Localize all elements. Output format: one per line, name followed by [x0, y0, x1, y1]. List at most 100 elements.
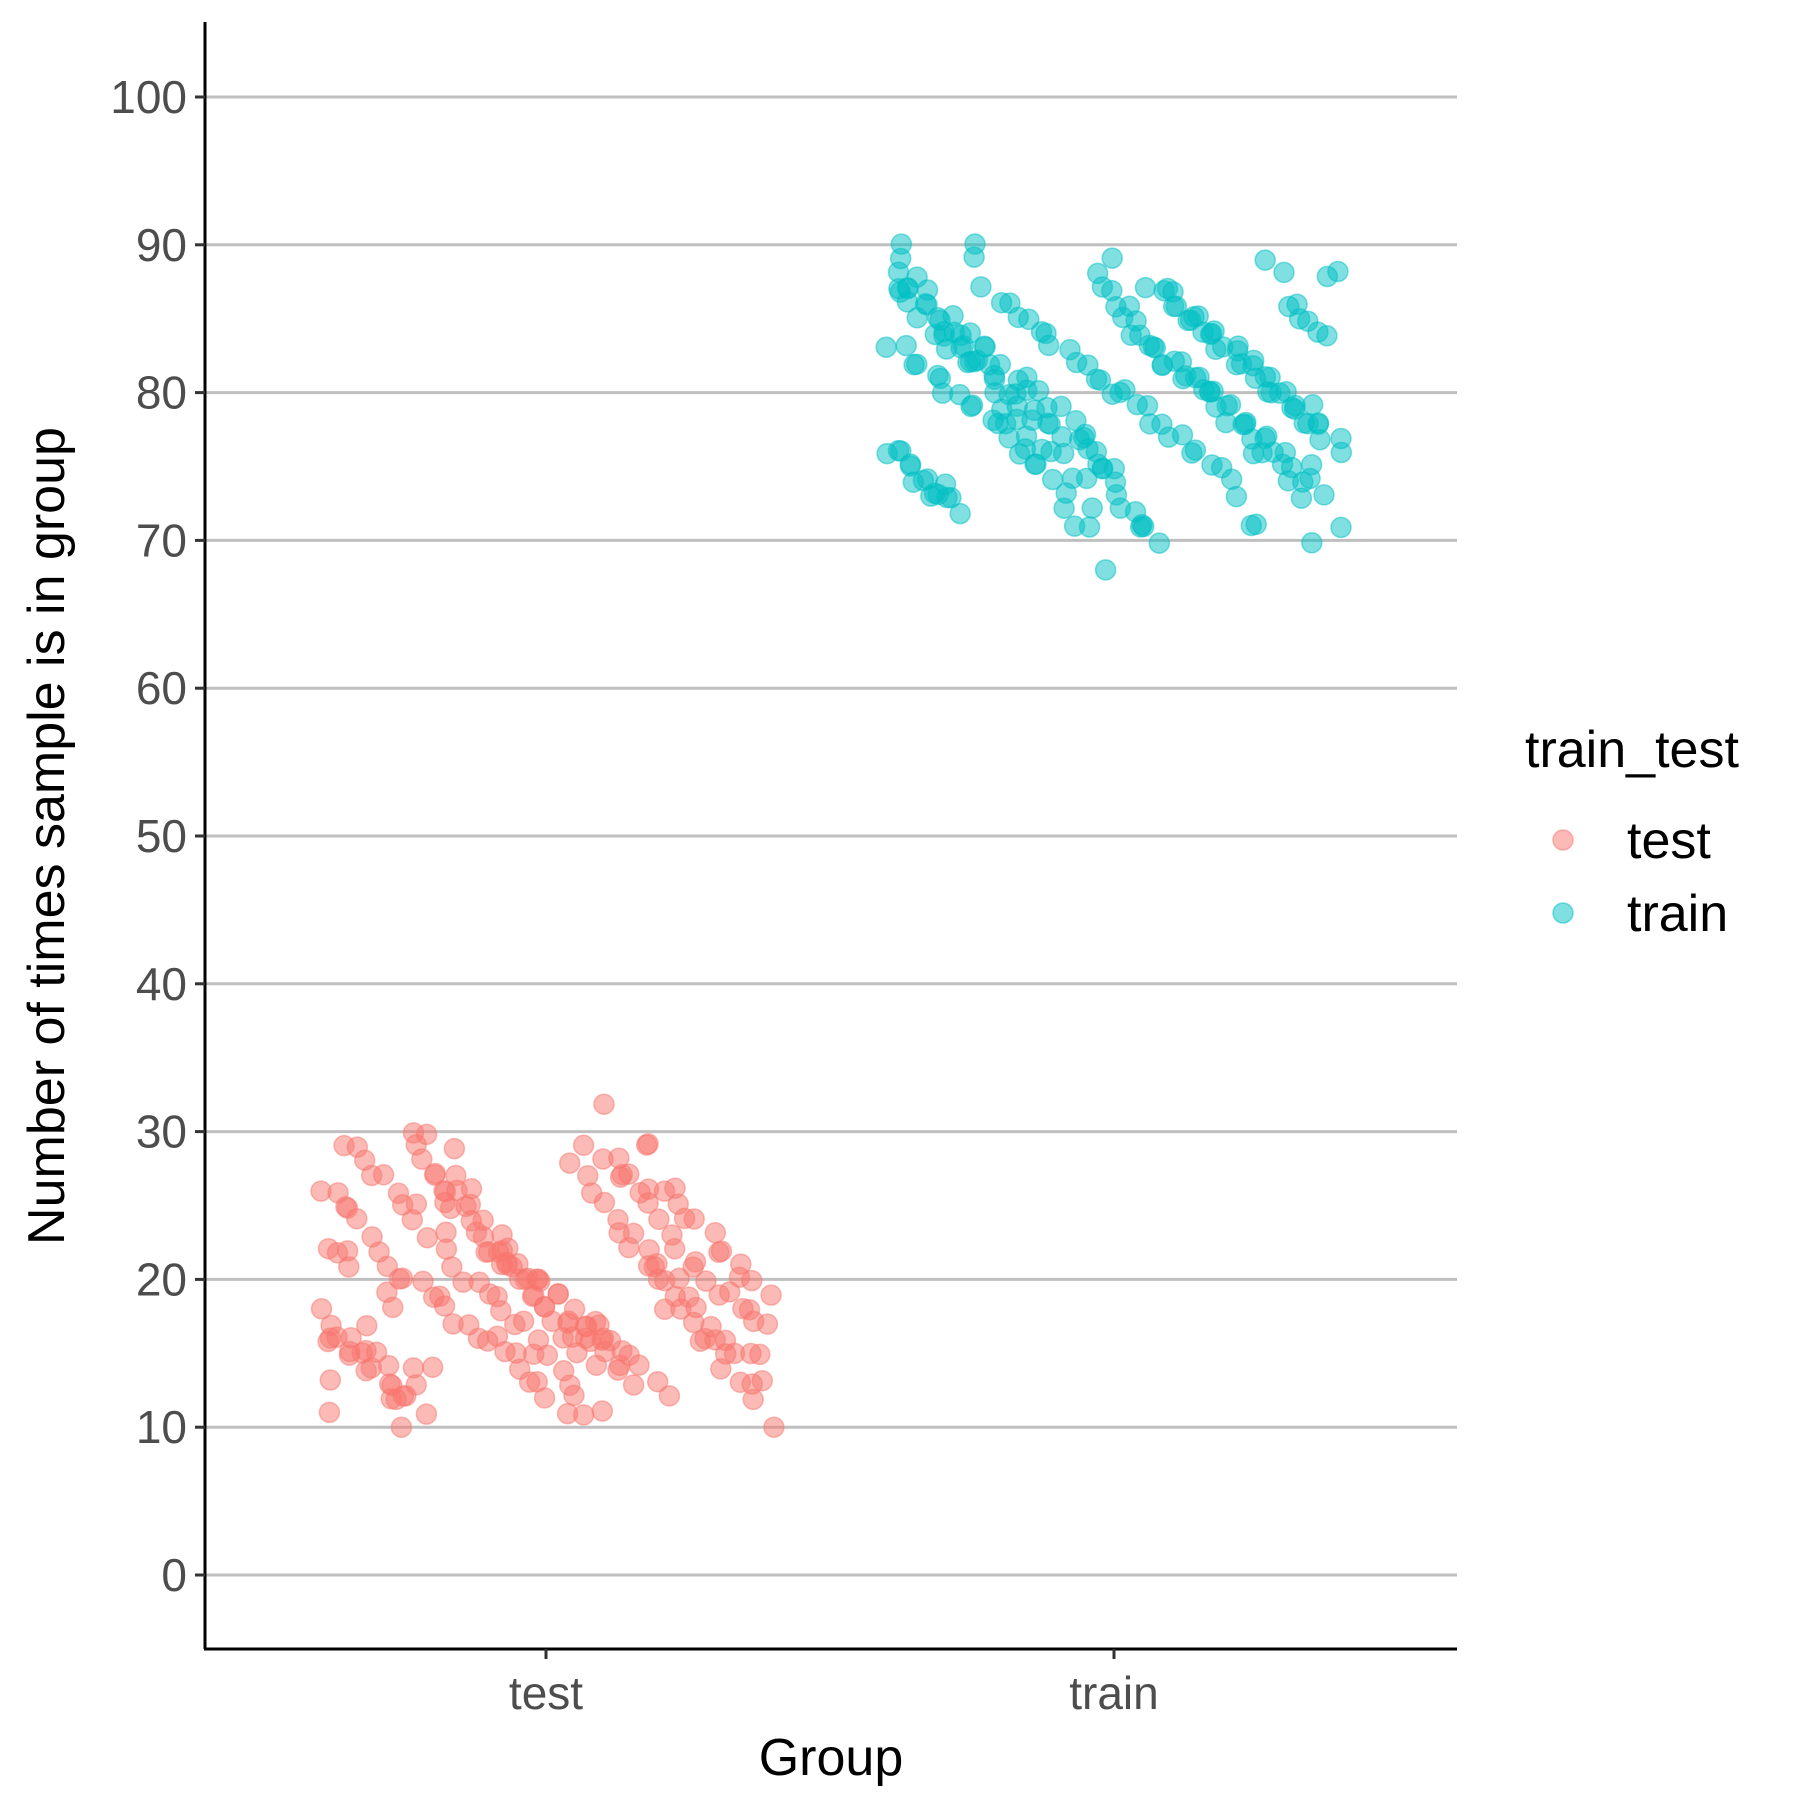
y-tick-label: 80: [136, 367, 187, 419]
data-point-train: [998, 427, 1020, 449]
data-point-train: [1227, 335, 1249, 357]
data-point-train: [1112, 306, 1134, 329]
data-point-test: [685, 1296, 707, 1319]
data-point-train: [1273, 261, 1295, 284]
data-point-train: [1041, 468, 1064, 491]
data-point-train: [959, 322, 981, 344]
data-point-test: [547, 1283, 570, 1305]
y-tick-label: 90: [136, 219, 187, 271]
data-point-train: [1081, 497, 1103, 519]
data-point-train: [987, 412, 1009, 435]
data-point-train: [970, 276, 992, 298]
data-point-train: [1327, 260, 1349, 283]
data-point-train: [876, 442, 898, 465]
data-point-test: [338, 1256, 360, 1278]
data-point-train: [1109, 381, 1131, 404]
data-point-test: [310, 1298, 333, 1320]
data-point-train: [1136, 395, 1159, 417]
data-point-test: [391, 1267, 414, 1290]
data-point-test: [319, 1369, 342, 1391]
data-point-train: [1101, 247, 1123, 269]
data-point-train: [1309, 429, 1331, 451]
legend-label-test: test: [1627, 812, 1711, 870]
legend-key-test: [1552, 829, 1574, 851]
data-point-train: [1037, 334, 1060, 357]
data-point-test: [402, 1357, 425, 1379]
data-point-test: [496, 1254, 519, 1276]
data-point-train: [895, 334, 917, 357]
data-point-test: [593, 1093, 615, 1115]
data-point-test: [563, 1298, 586, 1321]
data-point-train: [1330, 441, 1353, 464]
data-point-train: [1075, 467, 1098, 490]
data-point-train: [1134, 276, 1157, 299]
data-point-test: [318, 1401, 341, 1424]
data-point-test: [441, 1256, 463, 1278]
data-point-test: [455, 1195, 477, 1218]
data-point-test: [572, 1134, 595, 1157]
data-point-test: [558, 1152, 581, 1174]
data-point-train: [1188, 366, 1210, 388]
data-point-train: [1165, 295, 1188, 318]
data-point-train: [1284, 394, 1306, 417]
data-point-train: [1025, 453, 1047, 475]
legend-key-train: [1552, 902, 1574, 924]
data-point-train: [1184, 439, 1207, 461]
data-point-test: [446, 1179, 468, 1202]
data-point-train: [949, 502, 971, 525]
data-point-test: [663, 1238, 686, 1260]
data-point-train: [1078, 516, 1101, 538]
data-point-test: [433, 1295, 456, 1317]
y-axis-title: Number of times sample is in group: [18, 427, 76, 1245]
data-point-test: [608, 1222, 630, 1244]
data-point-test: [683, 1208, 705, 1230]
data-point-test: [628, 1354, 650, 1376]
y-tick-label: 70: [136, 514, 187, 566]
data-point-train: [1330, 516, 1352, 539]
data-point-test: [355, 1339, 377, 1362]
data-point-train: [1299, 467, 1321, 490]
grid-lines: [205, 95, 1457, 1577]
x-tick-label: train: [1069, 1667, 1158, 1719]
data-point-train: [1132, 515, 1155, 538]
data-point-train: [899, 453, 922, 475]
data-point-train: [1219, 393, 1242, 416]
data-point-test: [637, 1133, 659, 1155]
data-point-test: [637, 1192, 659, 1214]
data-point-train: [1280, 456, 1303, 479]
data-point-train: [1148, 532, 1171, 554]
data-point-test: [695, 1270, 717, 1292]
data-point-test: [390, 1416, 413, 1438]
legend-label-train: train: [1627, 885, 1728, 943]
data-point-test: [763, 1416, 785, 1438]
data-point-train: [916, 294, 938, 316]
data-point-test: [533, 1387, 556, 1409]
data-point-train: [875, 336, 897, 358]
data-point-train: [934, 473, 957, 495]
data-point-train: [1290, 487, 1313, 509]
data-point-test: [622, 1374, 645, 1396]
data-point-test: [356, 1314, 378, 1337]
data-point-test: [684, 1251, 707, 1273]
data-point-test: [340, 1327, 362, 1349]
data-point-train: [1138, 334, 1161, 357]
data-point-train: [1050, 395, 1072, 418]
y-tick-label: 100: [110, 71, 187, 123]
data-point-train: [963, 246, 985, 268]
data-point-test: [704, 1221, 727, 1244]
data-point-test: [718, 1281, 741, 1303]
data-point-train: [1316, 325, 1338, 347]
data-point-test: [618, 1236, 640, 1259]
data-point-train: [989, 353, 1012, 376]
data-point-test: [533, 1296, 556, 1318]
data-point-train: [1027, 379, 1050, 402]
y-tick-label: 60: [136, 662, 187, 714]
data-point-test: [401, 1208, 424, 1231]
data-point-train: [1268, 382, 1291, 404]
data-point-train: [942, 305, 964, 327]
data-point-test: [490, 1299, 512, 1322]
y-tick-label: 50: [136, 810, 187, 862]
data-point-test: [742, 1388, 764, 1411]
data-point-train: [1101, 279, 1123, 302]
